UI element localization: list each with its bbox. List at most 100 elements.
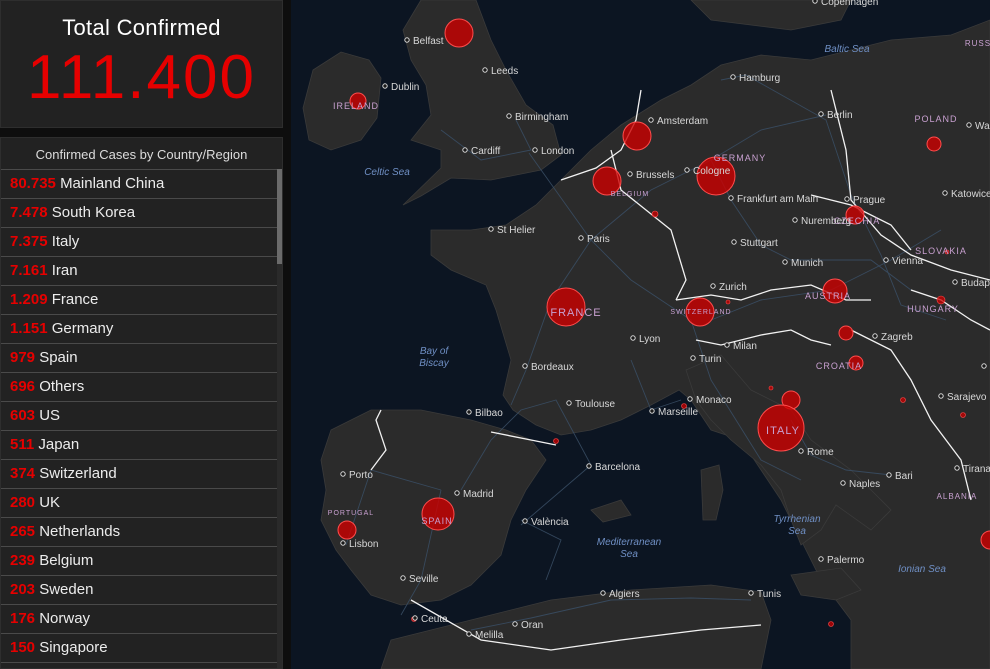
case-bubble-austria[interactable] [822,278,848,304]
country-name: Mainland China [60,175,165,192]
list-item[interactable]: 1.209 France [1,286,277,315]
case-bubble-germany[interactable] [696,156,736,196]
city-dot-barcelona [586,463,592,469]
land-layer [302,0,990,669]
country-label-ireland: IRELAND [333,101,379,111]
case-dot[interactable] [936,295,946,305]
city-dot-cologne [684,167,690,173]
case-count: 7.478 [10,204,48,221]
border-czechia [810,194,912,251]
case-count: 1.209 [10,291,48,308]
city-dot-ceuta [412,615,418,621]
case-bubble-italy[interactable] [757,404,805,452]
city-label-ceuta: Ceuta [421,614,448,625]
list-item[interactable]: 374 Switzerland [1,460,277,489]
city-dot-warsaw [966,122,972,128]
list-item[interactable]: 7.161 Iran [1,257,277,286]
case-bubble-czechia[interactable] [845,205,865,225]
border-portugal-spain [370,409,387,471]
case-dot[interactable] [900,397,906,403]
list-item[interactable]: 7.478 South Korea [1,199,277,228]
case-dot[interactable] [828,621,834,627]
border-alps [675,284,871,301]
city-dot-munich [782,259,788,265]
city-label-london: London [541,146,574,157]
case-bubble-switzerland[interactable] [685,297,715,327]
city-label-oran: Oran [521,620,543,631]
case-bubble-slovenia[interactable] [838,325,854,341]
city-label-algiers: Algiers [609,589,640,600]
case-dot[interactable] [960,412,966,418]
case-count: 239 [10,552,36,569]
case-bubble-greece[interactable] [980,530,990,550]
city-dot-london [532,147,538,153]
case-bubble-france[interactable] [546,287,586,327]
case-bubble-belgium[interactable] [592,166,622,196]
city-label-zurich: Zurich [719,282,747,293]
case-bubble-ireland[interactable] [349,92,367,110]
list-item[interactable]: 176 Norway [1,605,277,634]
map-canvas[interactable]: Baltic Sea Celtic Sea Bay of Biscay Medi… [291,0,990,669]
city-dot-leeds [482,67,488,73]
list-item[interactable]: 80.735 Mainland China [1,169,277,199]
city-dot-brussels [627,171,633,177]
list-item[interactable]: 603 US [1,402,277,431]
case-dot[interactable] [651,210,659,218]
case-bubble-netherlands[interactable] [622,121,652,151]
city-label-bari: Bari [895,471,913,482]
case-dot[interactable] [681,403,687,409]
case-bubble-croatia[interactable] [848,355,864,371]
land-great-britain [402,0,562,206]
case-count: 7.161 [10,262,48,279]
city-label-madrid: Madrid [463,489,494,500]
city-label-belfast: Belfast [413,36,444,47]
list-scrollbar[interactable] [277,169,282,668]
list-item[interactable]: 696 Others [1,373,277,402]
list-item[interactable]: 7.375 Italy [1,228,277,257]
city-label-prague: Prague [853,195,886,206]
city-dot-sthelier [488,226,494,232]
sea-label-tyrr-1: Tyrrhenian [773,514,820,525]
case-count: 979 [10,349,36,366]
case-bubble-spain[interactable] [421,497,455,531]
case-dot[interactable] [768,385,774,391]
country-name: US [39,407,61,424]
case-bubble-uk[interactable] [444,18,474,48]
list-item[interactable]: 1.151 Germany [1,315,277,344]
list-item[interactable]: 265 Netherlands [1,518,277,547]
list-item[interactable]: 203 Sweden [1,576,277,605]
map-view[interactable]: Baltic Sea Celtic Sea Bay of Biscay Medi… [291,0,990,669]
city-label-bilbao: Bilbao [475,408,503,419]
city-label-amsterdam: Amsterdam [657,116,708,127]
city-dot-berlin [818,111,824,117]
list-scrollbar-thumb[interactable] [277,169,282,264]
city-label-copenhagen: Copenhagen [821,0,878,8]
country-name: Others [39,378,85,395]
country-label-switzerland: SWITZERLAND [670,309,731,316]
city-dot-valencia [522,518,528,524]
city-label-turin: Turin [699,354,721,365]
list-item[interactable]: 280 UK [1,489,277,518]
country-label-croatia: CROATIA [816,361,862,371]
city-label-sarajevo: Sarajevo [947,392,987,403]
list-item[interactable]: 979 Spain [1,344,277,373]
border-pyrenees [490,431,557,446]
border-germany-poland [830,89,990,281]
country-name: UK [39,494,61,511]
city-dot-birmingham [506,113,512,119]
list-item[interactable]: 511 Japan [1,431,277,460]
city-dot-melilla [466,631,472,637]
case-bubble-poland[interactable] [926,136,942,152]
case-dot[interactable] [725,299,731,305]
city-dot-toulouse [566,400,572,406]
land-corsica-sardinia [700,464,724,521]
city-dot-naples [840,480,846,486]
city-dot-nuremberg [792,217,798,223]
case-dot[interactable] [944,249,950,255]
list-item[interactable]: 239 Belgium [1,547,277,576]
case-dot[interactable] [553,438,559,444]
city-dot-seville [400,575,406,581]
city-dot-marseille [649,408,655,414]
list-item[interactable]: 150 Singapore [1,634,277,663]
case-bubble-portugal[interactable] [337,520,357,540]
